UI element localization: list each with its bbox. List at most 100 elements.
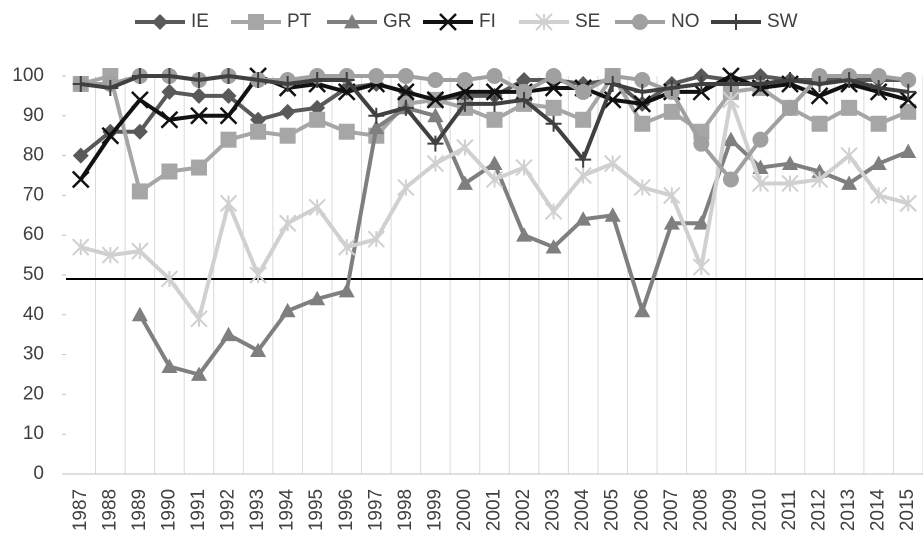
x-tick-label: 2010	[749, 489, 770, 531]
marker	[367, 230, 386, 248]
marker	[722, 131, 739, 147]
marker	[278, 214, 297, 232]
marker	[603, 154, 622, 173]
x-tick-label: 1996	[336, 489, 357, 531]
marker	[190, 106, 208, 125]
marker	[633, 178, 651, 197]
marker	[693, 135, 710, 152]
marker	[752, 131, 769, 148]
marker	[338, 71, 355, 88]
marker	[485, 170, 504, 189]
x-tick-label: 2013	[838, 489, 859, 531]
marker	[663, 186, 681, 205]
x-tick-label: 2003	[543, 489, 564, 531]
marker	[545, 115, 562, 132]
marker	[309, 71, 326, 88]
marker	[368, 119, 385, 135]
x-tick-label: 1989	[129, 489, 150, 531]
legend-label: GR	[383, 11, 412, 32]
legend-label: PT	[287, 11, 312, 32]
y-tick-label: 20	[23, 383, 44, 404]
legend-item: GR	[327, 11, 412, 32]
marker	[396, 83, 415, 101]
x-tick-label: 2009	[720, 489, 741, 531]
marker	[663, 215, 680, 230]
legend-item: NO	[615, 11, 700, 32]
x-tick-label: 1988	[99, 489, 120, 531]
marker	[751, 174, 770, 193]
marker	[344, 14, 360, 29]
marker	[722, 91, 740, 109]
marker	[250, 123, 267, 140]
x-tick-label: 2007	[661, 489, 682, 531]
legend-item: SE	[519, 11, 600, 32]
marker	[426, 90, 445, 109]
x-tick-label: 1998	[395, 489, 416, 531]
marker	[485, 83, 504, 101]
marker	[515, 158, 533, 177]
marker	[426, 154, 445, 173]
marker	[308, 198, 326, 217]
marker	[722, 171, 739, 188]
marker	[782, 155, 799, 170]
y-tick-label: 100	[12, 65, 44, 86]
marker	[190, 71, 207, 88]
x-tick-label: 1994	[277, 488, 298, 531]
marker	[279, 75, 296, 92]
x-tick-label: 2014	[868, 488, 889, 531]
marker	[250, 71, 267, 88]
marker	[250, 342, 267, 358]
marker	[397, 68, 414, 84]
marker	[220, 131, 237, 148]
marker	[544, 79, 563, 97]
marker	[870, 155, 887, 170]
marker	[722, 75, 739, 92]
marker	[810, 87, 829, 105]
marker	[190, 159, 207, 176]
y-tick-label: 10	[23, 423, 44, 444]
marker	[752, 75, 769, 92]
legend-item: IE	[135, 11, 209, 32]
marker	[456, 95, 473, 112]
marker	[427, 107, 444, 123]
marker	[338, 238, 356, 256]
marker	[634, 302, 651, 318]
y-tick-label: 50	[23, 264, 44, 285]
y-tick-label: 30	[23, 344, 44, 365]
marker	[545, 99, 562, 116]
legend-item: PT	[231, 11, 312, 32]
legend-label: IE	[191, 11, 209, 32]
x-tick-label: 2011	[779, 490, 800, 531]
marker	[427, 71, 444, 88]
series-line	[80, 97, 909, 321]
marker	[439, 13, 457, 31]
legend-item: FI	[423, 11, 496, 32]
x-tick-label: 1999	[424, 489, 445, 531]
marker	[870, 68, 887, 84]
marker	[279, 302, 296, 318]
marker	[782, 99, 799, 116]
marker	[728, 14, 744, 30]
marker	[160, 270, 179, 288]
marker	[101, 126, 120, 145]
marker	[632, 14, 648, 30]
marker	[249, 266, 267, 284]
marker	[781, 174, 799, 193]
x-tick-label: 1995	[306, 489, 327, 531]
legend-label: SE	[575, 11, 600, 32]
marker	[131, 183, 148, 200]
marker	[279, 103, 296, 120]
marker	[841, 99, 858, 116]
marker	[663, 79, 680, 96]
x-tick-label: 1992	[218, 489, 239, 531]
marker	[220, 87, 237, 104]
marker	[634, 115, 651, 132]
marker	[900, 103, 917, 120]
marker	[368, 68, 385, 84]
marker	[900, 83, 917, 100]
marker	[545, 239, 562, 254]
marker	[161, 83, 178, 100]
x-tick-label: 2005	[602, 489, 623, 531]
marker	[575, 111, 592, 128]
